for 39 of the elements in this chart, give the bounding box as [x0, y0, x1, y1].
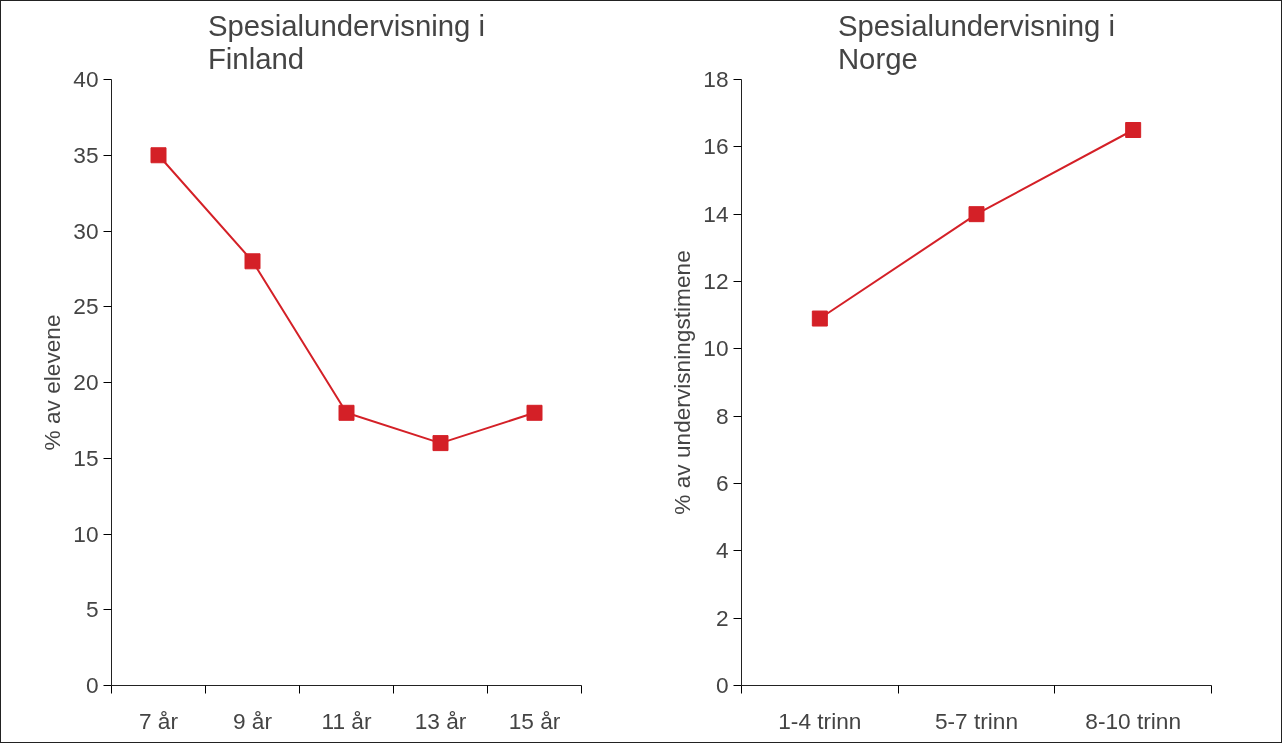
- point: [526, 404, 543, 421]
- y-tick-label: 35: [73, 141, 99, 168]
- x-tick-label: 7 år: [138, 707, 179, 734]
- x-tick-label: 1-4 trinn: [778, 707, 862, 734]
- x-tick-label: 8-10 trinn: [1085, 707, 1182, 734]
- x-tick-label: 5-7 trinn: [934, 707, 1019, 734]
- chart-title: Spesialundervisning i Finland: [207, 8, 486, 75]
- y-tick-label: 30: [73, 217, 99, 244]
- point: [968, 206, 985, 223]
- x-tick-label: 13 år: [414, 707, 467, 734]
- y-tick-label: 5: [85, 596, 99, 623]
- y-tick-label: 0: [85, 672, 99, 698]
- point: [338, 404, 355, 421]
- y-tick-label: 10: [73, 520, 99, 547]
- y-axis-title: % av elevene: [39, 314, 66, 451]
- x-tick-label: 11 år: [321, 707, 372, 734]
- y-tick-label: 8: [715, 402, 729, 429]
- point: [150, 147, 167, 164]
- chart-title: Spesialundervisning i Norge: [837, 8, 1116, 75]
- x-tick-label: 15 år: [508, 707, 561, 734]
- point: [432, 435, 449, 452]
- y-tick-label: 15: [73, 444, 99, 471]
- y-tick-label: 20: [73, 369, 99, 395]
- y-tick-label: 18: [703, 66, 729, 92]
- y-tick-label: 14: [703, 200, 729, 227]
- y-tick-label: 16: [703, 133, 729, 160]
- y-tick-label: 25: [73, 293, 99, 320]
- y-tick-label: 2: [715, 604, 729, 631]
- point: [244, 253, 261, 270]
- point: [811, 310, 828, 327]
- y-tick-label: 10: [703, 335, 729, 362]
- y-tick-label: 0: [715, 672, 729, 698]
- point: [1125, 122, 1142, 138]
- y-axis-title: % av undervisningstimene: [669, 250, 696, 515]
- y-tick-label: 6: [715, 470, 729, 496]
- y-tick-label: 12: [703, 268, 729, 294]
- y-tick-label: 40: [73, 66, 99, 92]
- y-tick-label: 4: [715, 537, 729, 564]
- x-tick-label: 9 år: [232, 707, 273, 734]
